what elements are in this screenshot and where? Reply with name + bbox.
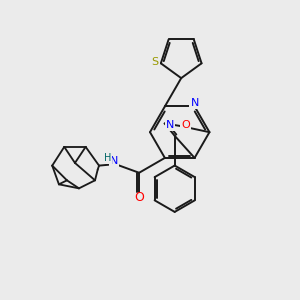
Text: N: N bbox=[190, 98, 199, 108]
Text: O: O bbox=[134, 191, 144, 204]
Text: N: N bbox=[166, 120, 174, 130]
Text: N: N bbox=[110, 156, 118, 166]
Text: S: S bbox=[151, 57, 158, 67]
Text: H: H bbox=[104, 153, 111, 163]
Text: O: O bbox=[181, 119, 190, 130]
